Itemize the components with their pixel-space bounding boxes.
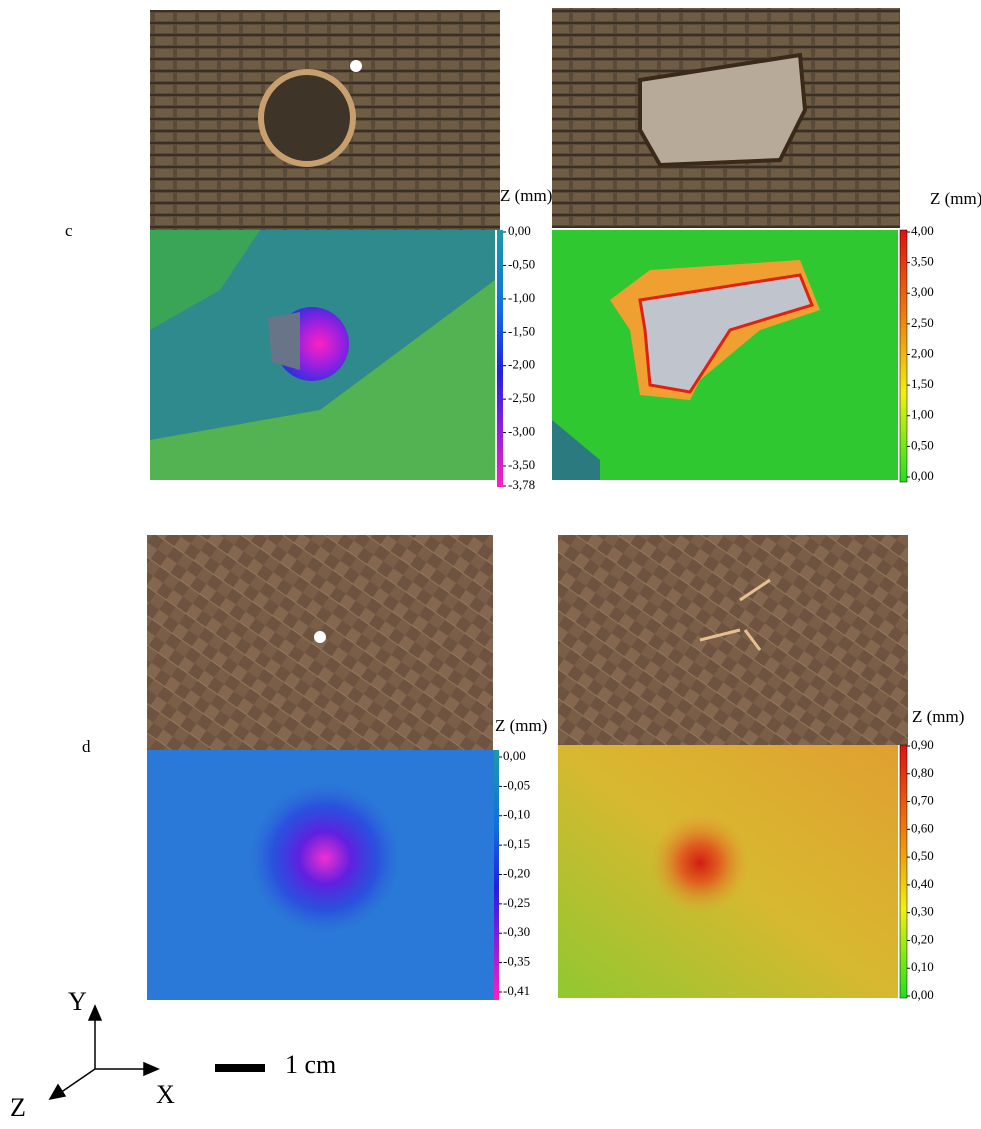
colorbar-tick-label: 0,70 (911, 793, 934, 808)
row-label: d (82, 737, 91, 756)
heatmap-nodata (638, 273, 814, 394)
colorbar-title: Z (mm) (495, 716, 547, 735)
colorbar-tick-label: -2,00 (508, 357, 535, 372)
colorbar-tick-label: 0,80 (911, 765, 934, 780)
colorbar-tick-label: -3,78 (508, 477, 535, 492)
colorbar-tick-label: 0,00 (503, 748, 526, 763)
heatmap-region (552, 420, 600, 480)
colorbar-tick-label: -0,20 (503, 865, 530, 880)
colorbar (899, 744, 908, 999)
scale-bar-label: 1 cm (285, 1050, 336, 1079)
axis-triad (48, 1004, 160, 1101)
colorbar-tick-label: 0,00 (911, 987, 934, 1002)
colorbar-tick-label: 1,50 (911, 376, 934, 391)
colorbar-tick-label: 4,00 (911, 223, 934, 238)
colorbar-tick-label: 0,00 (911, 468, 934, 483)
colorbar (899, 229, 908, 483)
impact-hole (258, 69, 356, 167)
damage (638, 52, 808, 168)
colorbar-tick-label: 0,50 (911, 848, 934, 863)
axis-label: Z (10, 1093, 26, 1122)
colorbar (497, 230, 503, 487)
colorbar-tick-label: -0,50 (508, 256, 535, 271)
colorbar-tick-label: 0,60 (911, 820, 934, 835)
colorbar (494, 750, 499, 1000)
colorbar-tick-label: -0,30 (503, 924, 530, 939)
colorbar-tick-label: 0,90 (911, 737, 934, 752)
colorbar-title: Z (mm) (500, 186, 552, 205)
colorbar-tick-label: 2,00 (911, 345, 934, 360)
colorbar-tick-label: -1,00 (508, 290, 535, 305)
colorbar-title: Z (mm) (912, 707, 964, 726)
scale-bar (215, 1064, 265, 1072)
marker (350, 60, 362, 72)
heatmap-region (150, 280, 495, 480)
row-label: c (65, 221, 73, 240)
colorbar-tick-label: -0,35 (503, 954, 530, 969)
colorbar-tick-label: 2,50 (911, 315, 934, 330)
axis-label: X (156, 1080, 175, 1109)
photo (558, 535, 908, 745)
colorbar-tick-label: -0,41 (503, 983, 530, 998)
colorbar-tick-label: 3,00 (911, 284, 934, 299)
heatmap-bump (650, 813, 750, 913)
colorbar-tick-label: -2,50 (508, 390, 535, 405)
colorbar-tick-label: 0,00 (508, 223, 531, 238)
colorbar-tick-label: 0,10 (911, 959, 934, 974)
axis-label: Y (68, 987, 87, 1016)
colorbar-tick-label: 3,50 (911, 254, 934, 269)
colorbar-tick-label: 0,30 (911, 904, 934, 919)
marker (314, 631, 326, 643)
colorbar-title: Z (mm) (930, 189, 981, 208)
heatmap-region (150, 230, 260, 330)
colorbar-tick-label: 0,50 (911, 437, 934, 452)
colorbar-tick-label: -1,50 (508, 323, 535, 338)
damage (699, 578, 771, 651)
colorbar-tick-label: 0,40 (911, 876, 934, 891)
colorbar-tick-label: -0,25 (503, 895, 530, 910)
colorbar-tick-label: 1,00 (911, 407, 934, 422)
colorbar-tick-label: -0,05 (503, 777, 530, 792)
heatmap-pit (250, 783, 400, 933)
colorbar-tick-label: -3,50 (508, 457, 535, 472)
colorbar-tick-label: -0,15 (503, 836, 530, 851)
colorbar-tick-label: -3,00 (508, 424, 535, 439)
colorbar-tick-label: 0,20 (911, 931, 934, 946)
colorbar-tick-label: -0,10 (503, 807, 530, 822)
heatmap-nodata (268, 312, 300, 370)
